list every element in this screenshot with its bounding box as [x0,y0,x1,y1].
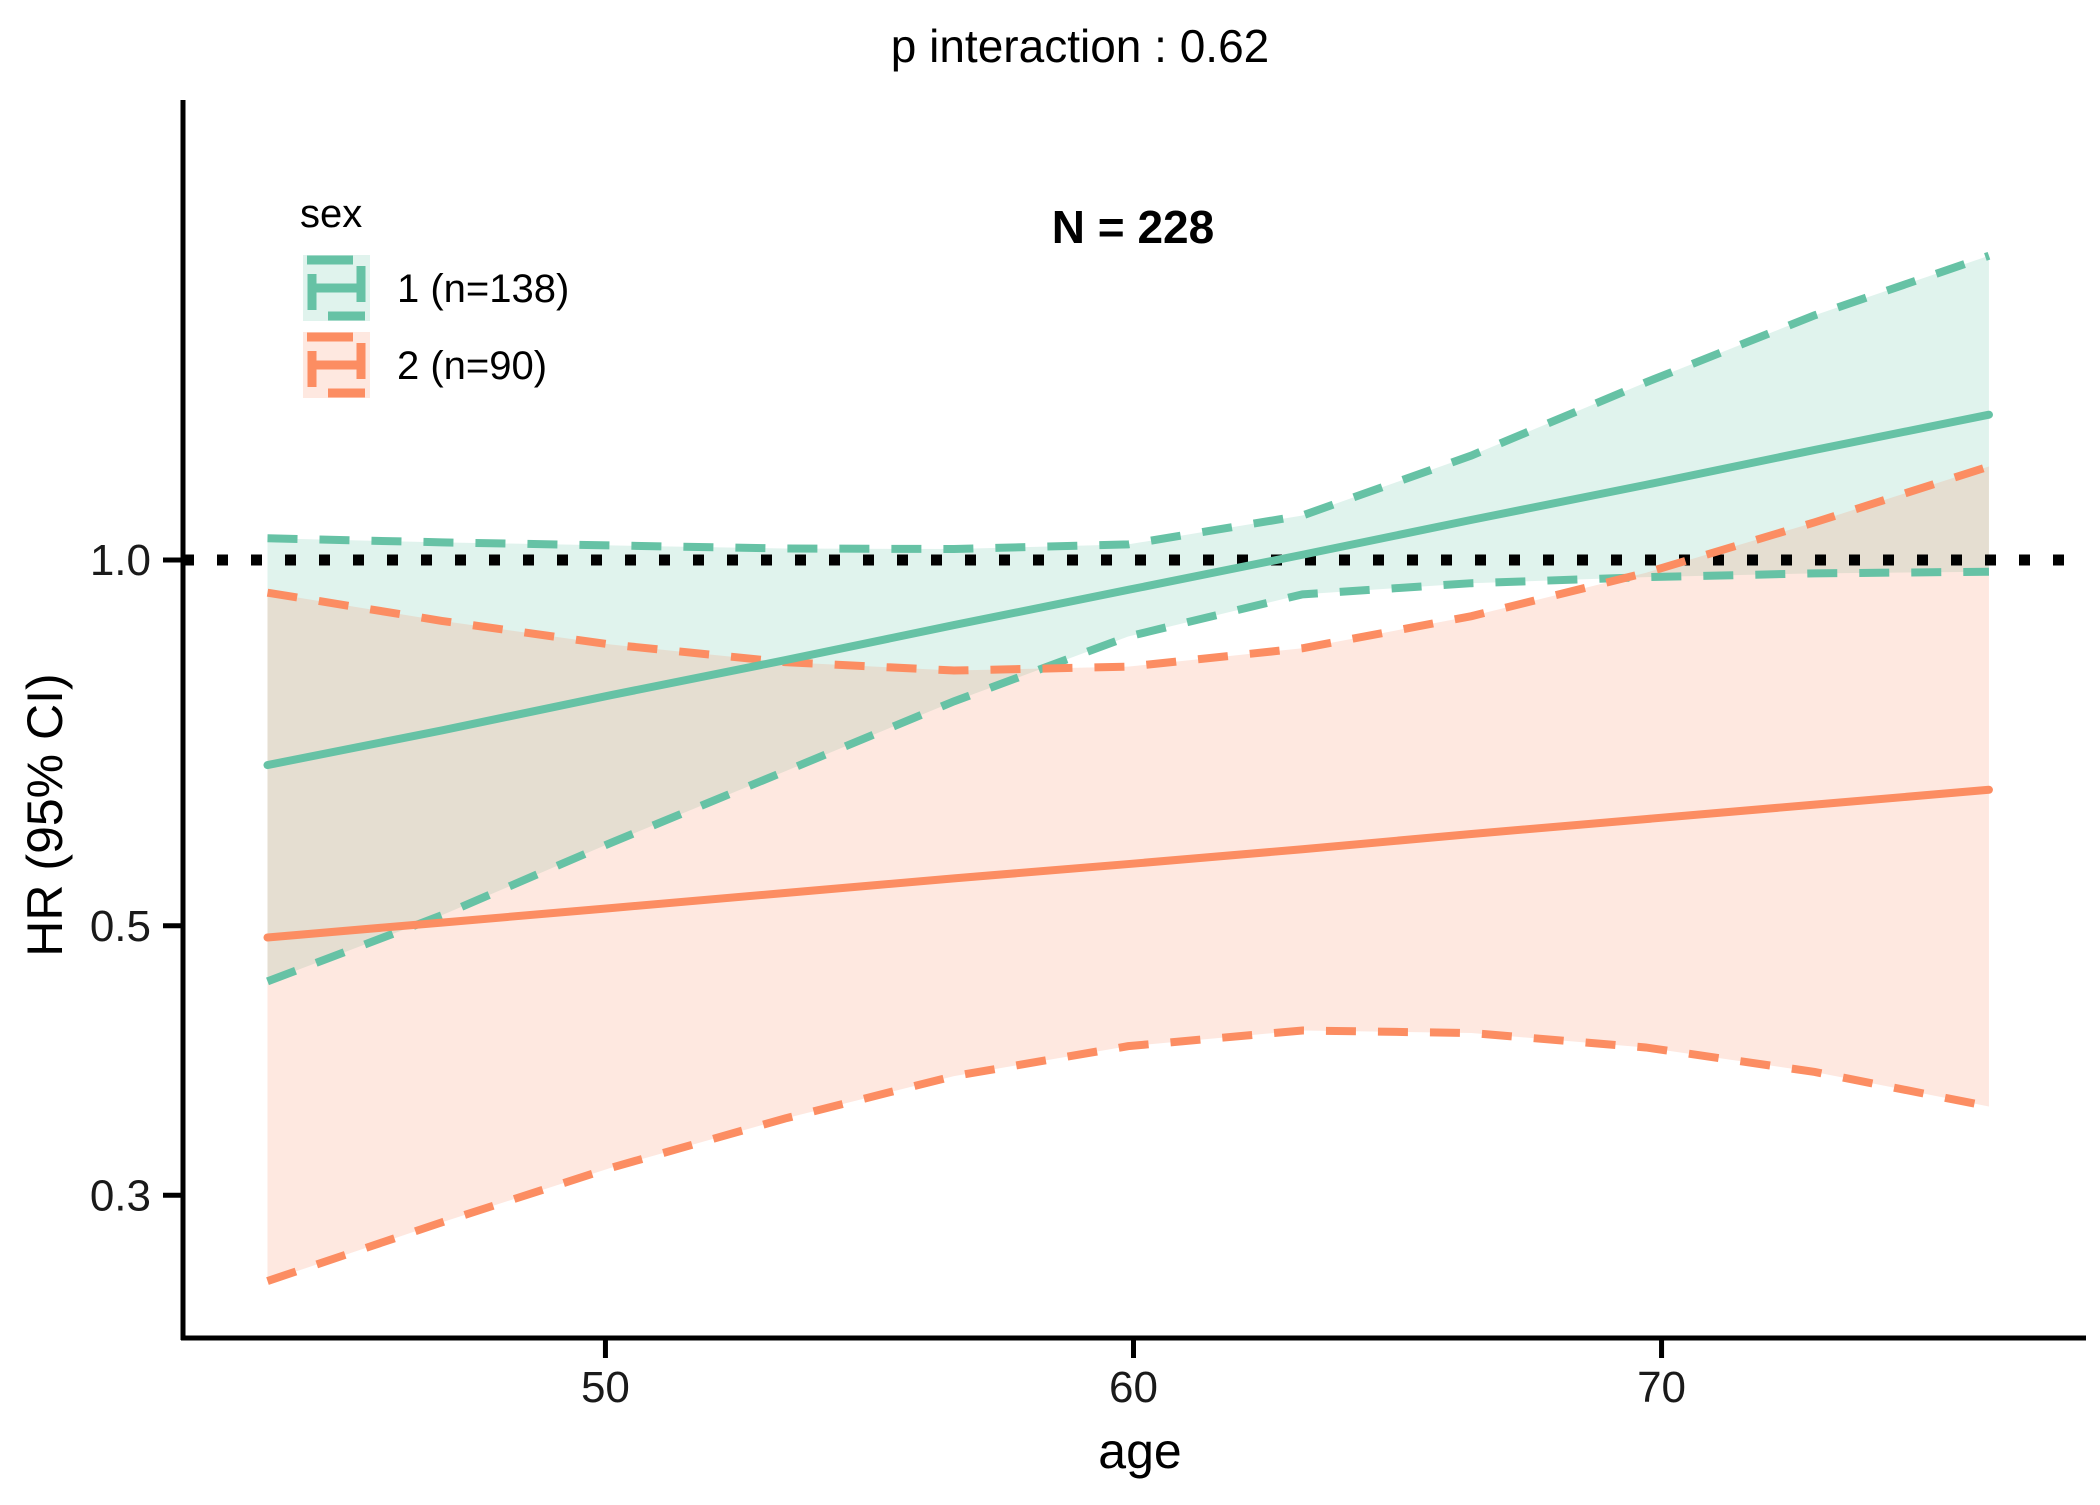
legend-item-label-2: 2 (n=90) [397,344,547,388]
ci-lower-sex2 [266,1026,1990,1285]
legend-item-label-1: 1 (n=138) [397,267,569,311]
legend-title: sex [300,192,362,236]
hr-line-sex1 [263,410,1993,770]
hr-line-sex2 [263,785,1993,942]
n-annotation: N = 228 [1052,201,1214,253]
x-tick-label: 60 [1109,1363,1158,1412]
y-tick-label: 1.0 [90,536,151,585]
ci-ribbon-sex2 [267,466,1989,1282]
y-axis-title: HR (95% CI) [17,673,73,956]
y-tick-label: 0.5 [90,902,151,951]
x-tick-label: 50 [581,1363,630,1412]
ci-upper-sex1 [267,251,1991,554]
y-tick-label: 0.3 [90,1171,151,1220]
x-axis-title: age [1098,1423,1181,1479]
x-tick-label: 70 [1637,1363,1686,1412]
plot-title: p interaction : 0.62 [891,20,1269,72]
ci-ribbon-sex1 [267,255,1989,982]
